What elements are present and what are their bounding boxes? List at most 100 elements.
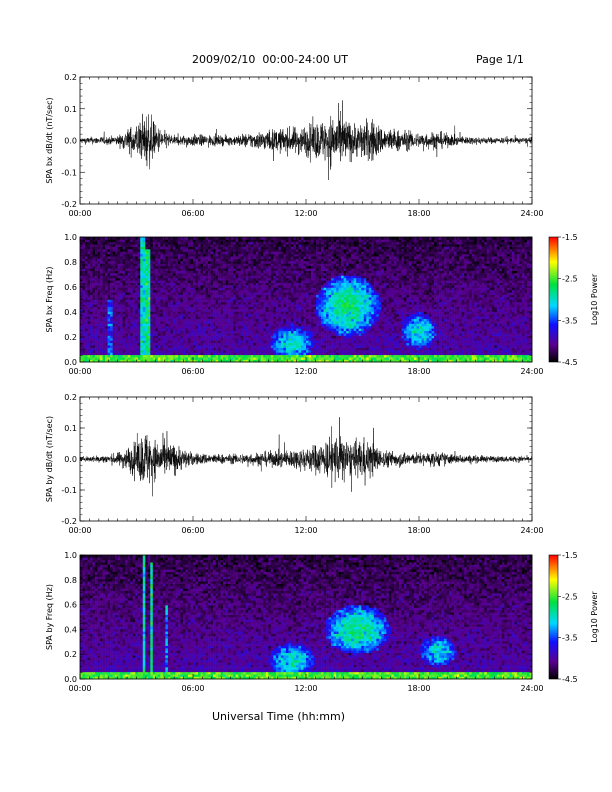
spectrogram-cell bbox=[115, 299, 118, 303]
spectrogram-cell bbox=[238, 321, 242, 324]
spectrogram-cell bbox=[107, 347, 111, 351]
spectrogram-cell bbox=[165, 249, 169, 252]
spectrogram-cell bbox=[283, 277, 287, 281]
spectrogram-cell bbox=[167, 335, 171, 339]
spectrogram-cell bbox=[140, 287, 144, 291]
spectrogram-cell bbox=[90, 246, 93, 250]
spectrogram-cell bbox=[203, 311, 206, 315]
spectrogram-cell bbox=[175, 289, 179, 293]
spectrogram-cell bbox=[268, 340, 272, 344]
spectrogram-cell bbox=[295, 347, 299, 351]
spectrogram-cell bbox=[240, 352, 244, 356]
spectrogram-cell bbox=[258, 328, 262, 332]
spectrogram-cell bbox=[198, 306, 201, 310]
spectrogram-cell bbox=[80, 277, 83, 281]
spectrogram-cell bbox=[145, 287, 149, 291]
spectrogram-cell bbox=[255, 333, 259, 336]
spectrogram-cell bbox=[235, 275, 239, 279]
spectrogram-cell bbox=[245, 318, 249, 322]
spectrogram-cell bbox=[125, 270, 129, 274]
spectrogram-cell bbox=[233, 318, 236, 322]
spectrogram-cell bbox=[198, 270, 201, 274]
spectrogram-cell bbox=[185, 311, 189, 315]
spectrogram-cell bbox=[258, 263, 262, 267]
spectrogram-cell bbox=[172, 328, 176, 332]
spectrogram-cell bbox=[248, 340, 252, 344]
spectrogram-cell bbox=[195, 253, 199, 257]
spectrogram-cell bbox=[268, 357, 272, 360]
spectrogram-cell bbox=[285, 265, 289, 269]
spectrogram-cell bbox=[275, 253, 279, 257]
spectrogram-cell bbox=[250, 340, 254, 344]
x-tick-label: 12:00 bbox=[294, 209, 317, 218]
spectrogram-cell bbox=[140, 263, 144, 267]
spectrogram-cell bbox=[177, 282, 181, 286]
spectrogram-cell bbox=[203, 323, 206, 327]
spectrogram-cell bbox=[120, 273, 123, 276]
spectrogram-cell bbox=[152, 277, 156, 281]
spectrogram-cell bbox=[135, 321, 139, 324]
spectrogram-cell bbox=[275, 294, 279, 298]
spectrogram-cell bbox=[162, 352, 166, 356]
spectrogram-cell bbox=[170, 328, 174, 332]
spectrogram-cell bbox=[306, 342, 309, 346]
spectrogram-cell bbox=[140, 297, 144, 300]
spectrogram-cell bbox=[85, 349, 88, 353]
spectrogram-cell bbox=[268, 246, 272, 250]
spectrogram-cell bbox=[303, 357, 307, 360]
spectrogram-cell bbox=[203, 342, 206, 346]
spectrogram-cell bbox=[255, 304, 259, 308]
spectrogram-cell bbox=[127, 280, 131, 283]
spectrogram-cell bbox=[311, 289, 314, 293]
spectrogram-cell bbox=[172, 285, 176, 288]
spectrogram-cell bbox=[150, 323, 154, 327]
spectrogram-cell bbox=[215, 244, 219, 247]
spectrogram-cell bbox=[155, 325, 159, 329]
spectrogram-cell bbox=[255, 273, 259, 276]
spectrogram-cell bbox=[130, 330, 134, 334]
spectrogram-cell bbox=[295, 246, 299, 250]
spectrogram-cell bbox=[142, 311, 146, 315]
spectrogram-cell bbox=[177, 270, 181, 274]
spectrogram-cell bbox=[285, 325, 289, 329]
spectrogram-cell bbox=[97, 311, 101, 315]
spectrogram-cell bbox=[235, 246, 239, 250]
spectrogram-cell bbox=[190, 263, 194, 267]
spectrogram-cell bbox=[215, 333, 219, 336]
spectrogram-cell bbox=[90, 347, 93, 351]
spectrogram-cell bbox=[132, 349, 136, 353]
spectrogram-cell bbox=[225, 285, 229, 288]
spectrogram-cell bbox=[95, 359, 98, 363]
spectrogram-cell bbox=[270, 282, 274, 286]
spectrogram-cell bbox=[200, 299, 204, 303]
spectrogram-cell bbox=[278, 335, 282, 339]
spectrogram-cell bbox=[100, 304, 103, 308]
spectrogram-cell bbox=[280, 330, 284, 334]
spectrogram-cell bbox=[240, 239, 244, 243]
spectrogram-cell bbox=[198, 277, 201, 281]
spectrogram-cell bbox=[195, 292, 199, 295]
spectrogram-cell bbox=[233, 335, 236, 339]
spectrogram-cell bbox=[255, 277, 259, 281]
spectrogram-cell bbox=[92, 299, 96, 303]
spectrogram-cell bbox=[268, 347, 272, 351]
spectrogram-cell bbox=[225, 306, 229, 310]
spectrogram-cell bbox=[130, 349, 134, 353]
spectrogram-cell bbox=[303, 261, 307, 264]
spectrogram-cell bbox=[218, 349, 221, 353]
spectrogram-cell bbox=[260, 328, 264, 332]
spectrogram-cell bbox=[97, 306, 101, 310]
spectrogram-cell bbox=[205, 261, 209, 264]
spectrogram-cell bbox=[177, 294, 181, 298]
spectrogram-cell bbox=[263, 328, 267, 332]
spectrogram-cell bbox=[300, 244, 304, 247]
spectrogram-cell bbox=[230, 325, 234, 329]
spectrogram-cell bbox=[102, 352, 106, 356]
spectrogram-cell bbox=[147, 265, 151, 269]
spectrogram-cell bbox=[195, 239, 199, 243]
spectrogram-cell bbox=[112, 263, 116, 267]
spectrogram-cell bbox=[298, 347, 302, 351]
spectrogram-cell bbox=[213, 333, 216, 336]
spectrogram-cell bbox=[275, 340, 279, 344]
spectrogram-cell bbox=[240, 241, 244, 245]
